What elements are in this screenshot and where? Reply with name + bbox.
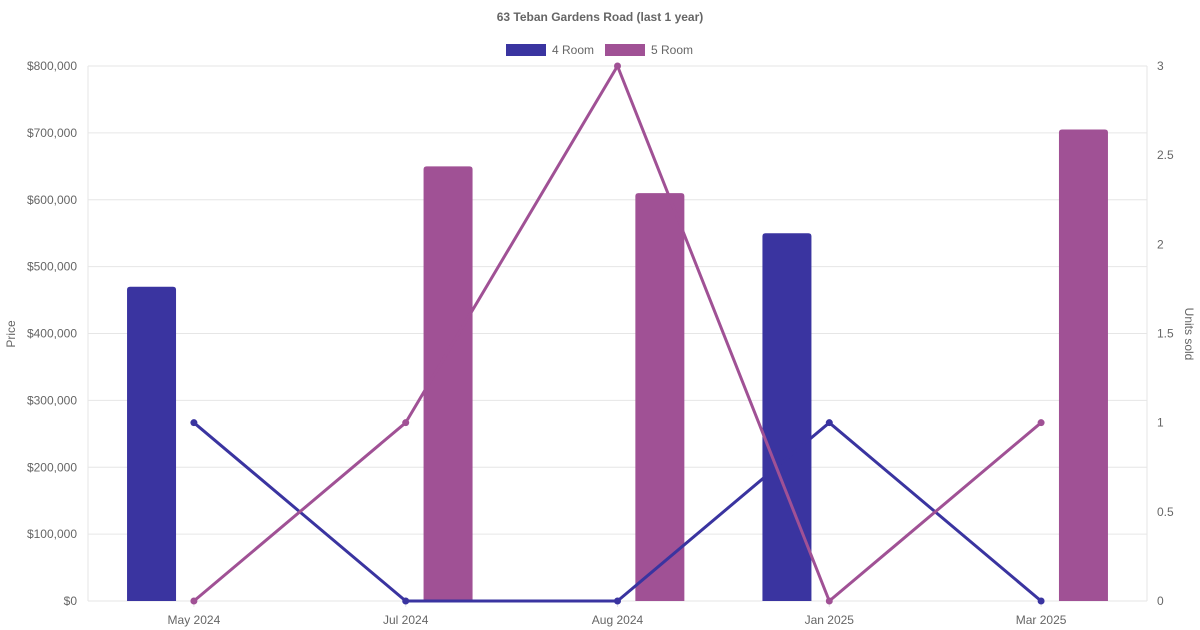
right-tick-label: 2.5 xyxy=(1157,148,1174,162)
legend-swatch-4-room xyxy=(506,44,546,56)
left-tick-label: $400,000 xyxy=(27,327,77,341)
legend-item-5-room[interactable]: 5 Room xyxy=(605,43,693,57)
left-tick-label: $500,000 xyxy=(27,260,77,274)
point-4-room-jan-2025[interactable] xyxy=(825,419,833,427)
right-tick-label: 1 xyxy=(1157,416,1164,430)
right-axis-title: Units sold xyxy=(1182,308,1196,361)
point-4-room-mar-2025[interactable] xyxy=(1037,597,1045,605)
bar-4-room-may-2024[interactable] xyxy=(127,286,177,601)
left-axis-ticks: $0 $100,000 $200,000 $300,000 $400,000 $500,0… xyxy=(27,59,77,608)
right-tick-label: 0 xyxy=(1157,594,1164,608)
point-5-room-mar-2025[interactable] xyxy=(1037,419,1045,427)
left-tick-label: $0 xyxy=(64,594,78,608)
right-tick-label: 3 xyxy=(1157,59,1164,73)
bars xyxy=(127,129,1108,601)
x-axis-ticks: May 2024 Jul 2024 Aug 2024 Jan 2025 Mar 2025 xyxy=(168,601,1067,627)
bar-5-room-mar-2025[interactable] xyxy=(1058,129,1108,601)
left-tick-label: $800,000 xyxy=(27,59,77,73)
chart-title: 63 Teban Gardens Road (last 1 year) xyxy=(497,10,704,24)
point-5-room-jan-2025[interactable] xyxy=(825,597,833,605)
x-tick-label: Jul 2024 xyxy=(383,613,429,627)
legend: 4 Room 5 Room xyxy=(506,43,693,57)
x-tick-label: May 2024 xyxy=(168,613,221,627)
left-tick-label: $700,000 xyxy=(27,126,77,140)
right-tick-label: 1.5 xyxy=(1157,327,1174,341)
left-tick-label: $300,000 xyxy=(27,393,77,407)
lines xyxy=(190,62,1045,605)
right-tick-label: 2 xyxy=(1157,237,1164,251)
legend-label-5-room: 5 Room xyxy=(651,43,693,57)
x-tick-label: Aug 2024 xyxy=(592,613,644,627)
legend-label-4-room: 4 Room xyxy=(552,43,594,57)
left-axis-title: Price xyxy=(4,320,18,348)
point-4-room-may-2024[interactable] xyxy=(190,419,198,427)
point-5-room-aug-2024[interactable] xyxy=(614,62,621,70)
legend-item-4-room[interactable]: 4 Room xyxy=(506,43,594,57)
right-axis-ticks: 0 0.5 1 1.5 2 2.5 3 xyxy=(1157,59,1174,608)
bar-5-room-jul-2024[interactable] xyxy=(423,166,473,601)
line-4-room xyxy=(192,421,1043,603)
point-5-room-may-2024[interactable] xyxy=(190,597,198,605)
left-tick-label: $100,000 xyxy=(27,527,77,541)
right-tick-label: 0.5 xyxy=(1157,505,1174,519)
gridlines xyxy=(87,65,1148,602)
bar-5-room-aug-2024[interactable] xyxy=(635,193,685,601)
x-tick-label: Mar 2025 xyxy=(1016,613,1067,627)
point-5-room-jul-2024[interactable] xyxy=(402,419,410,427)
bar-4-room-jan-2025[interactable] xyxy=(762,233,812,601)
point-4-room-jul-2024[interactable] xyxy=(402,597,410,605)
x-tick-label: Jan 2025 xyxy=(805,613,855,627)
legend-swatch-5-room xyxy=(605,44,645,56)
point-4-room-aug-2024[interactable] xyxy=(614,597,621,605)
left-tick-label: $200,000 xyxy=(27,460,77,474)
left-tick-label: $600,000 xyxy=(27,193,77,207)
